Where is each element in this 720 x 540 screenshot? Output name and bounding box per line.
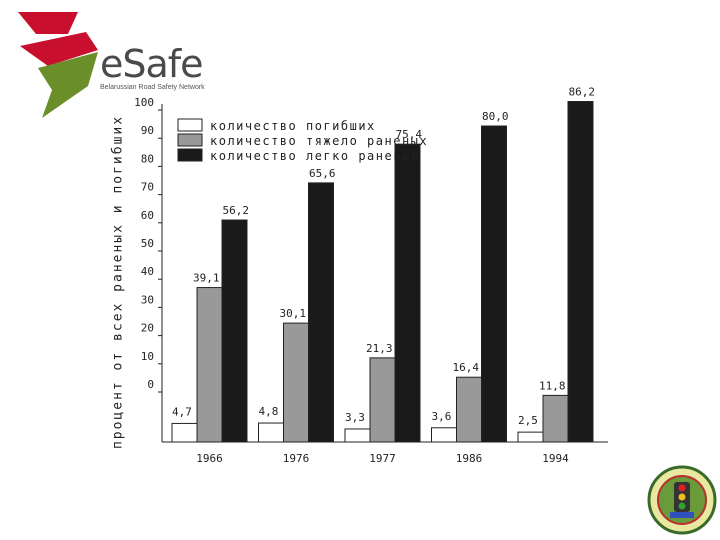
legend-swatch: [177, 133, 203, 147]
bar: [258, 422, 284, 443]
logo-mark-icon: [18, 12, 98, 118]
x-tick-label: 1976: [283, 452, 310, 465]
bar-value-label: 4,8: [259, 405, 279, 418]
legend-swatch: [177, 148, 203, 162]
bar-value-label: 16,4: [453, 361, 480, 374]
bar: [431, 427, 457, 443]
y-tick-label: 40: [141, 265, 154, 278]
y-tick-label: 10: [141, 350, 154, 363]
bar-value-label: 86,2: [569, 86, 596, 99]
y-tick-label: 100: [134, 96, 154, 109]
y-tick-label: 30: [141, 293, 154, 306]
bar: [542, 394, 569, 443]
bar: [517, 431, 544, 443]
bar: [394, 143, 421, 443]
emblem-icon: [647, 465, 717, 535]
y-tick-label: 60: [141, 209, 154, 222]
bar-value-label: 3,3: [345, 411, 365, 424]
bar-value-label: 75,4: [396, 128, 423, 141]
bar: [481, 125, 507, 443]
y-tick-label: 50: [141, 237, 154, 250]
bar: [344, 428, 371, 443]
legend-entry: количество тяжело раненых: [210, 134, 428, 148]
bar: [369, 357, 396, 443]
y-tick-label: 70: [141, 181, 154, 194]
bar-value-label: 65,6: [309, 167, 336, 180]
bar-value-label: 21,3: [366, 342, 393, 355]
bar-value-label: 11,8: [539, 379, 566, 392]
bar-value-label: 2,5: [518, 414, 538, 427]
logo-tagline: Belarussian Road Safety Network: [100, 84, 205, 91]
bar: [456, 376, 482, 443]
y-tick-label: 80: [141, 152, 154, 165]
bar-value-label: 80,0: [482, 110, 509, 123]
x-tick-label: 1966: [196, 452, 223, 465]
bar: [567, 101, 594, 443]
bar: [221, 219, 248, 443]
legend-swatch: [177, 118, 203, 132]
bar: [196, 287, 223, 443]
bar: [283, 322, 309, 443]
esafe-logo: eSafe Belarussian Road Safety Network: [8, 6, 218, 126]
logo-brand-text: eSafe: [100, 42, 204, 86]
y-tick-label: 90: [141, 124, 154, 137]
legend-entry: количество легко раненых: [210, 149, 419, 163]
bar-value-label: 56,2: [223, 204, 250, 217]
y-tick-label: 0: [147, 378, 154, 391]
legend-entry: количество погибших: [210, 119, 376, 133]
y-tick-label: 20: [141, 322, 154, 335]
bar-value-label: 30,1: [280, 307, 307, 320]
bar: [308, 182, 334, 443]
bar-value-label: 3,6: [432, 410, 452, 423]
bar: [171, 422, 198, 443]
x-tick-label: 1977: [369, 452, 396, 465]
bar-value-label: 39,1: [193, 272, 220, 285]
x-tick-label: 1986: [456, 452, 483, 465]
bar-value-label: 4,7: [172, 405, 192, 418]
x-tick-label: 1994: [542, 452, 569, 465]
